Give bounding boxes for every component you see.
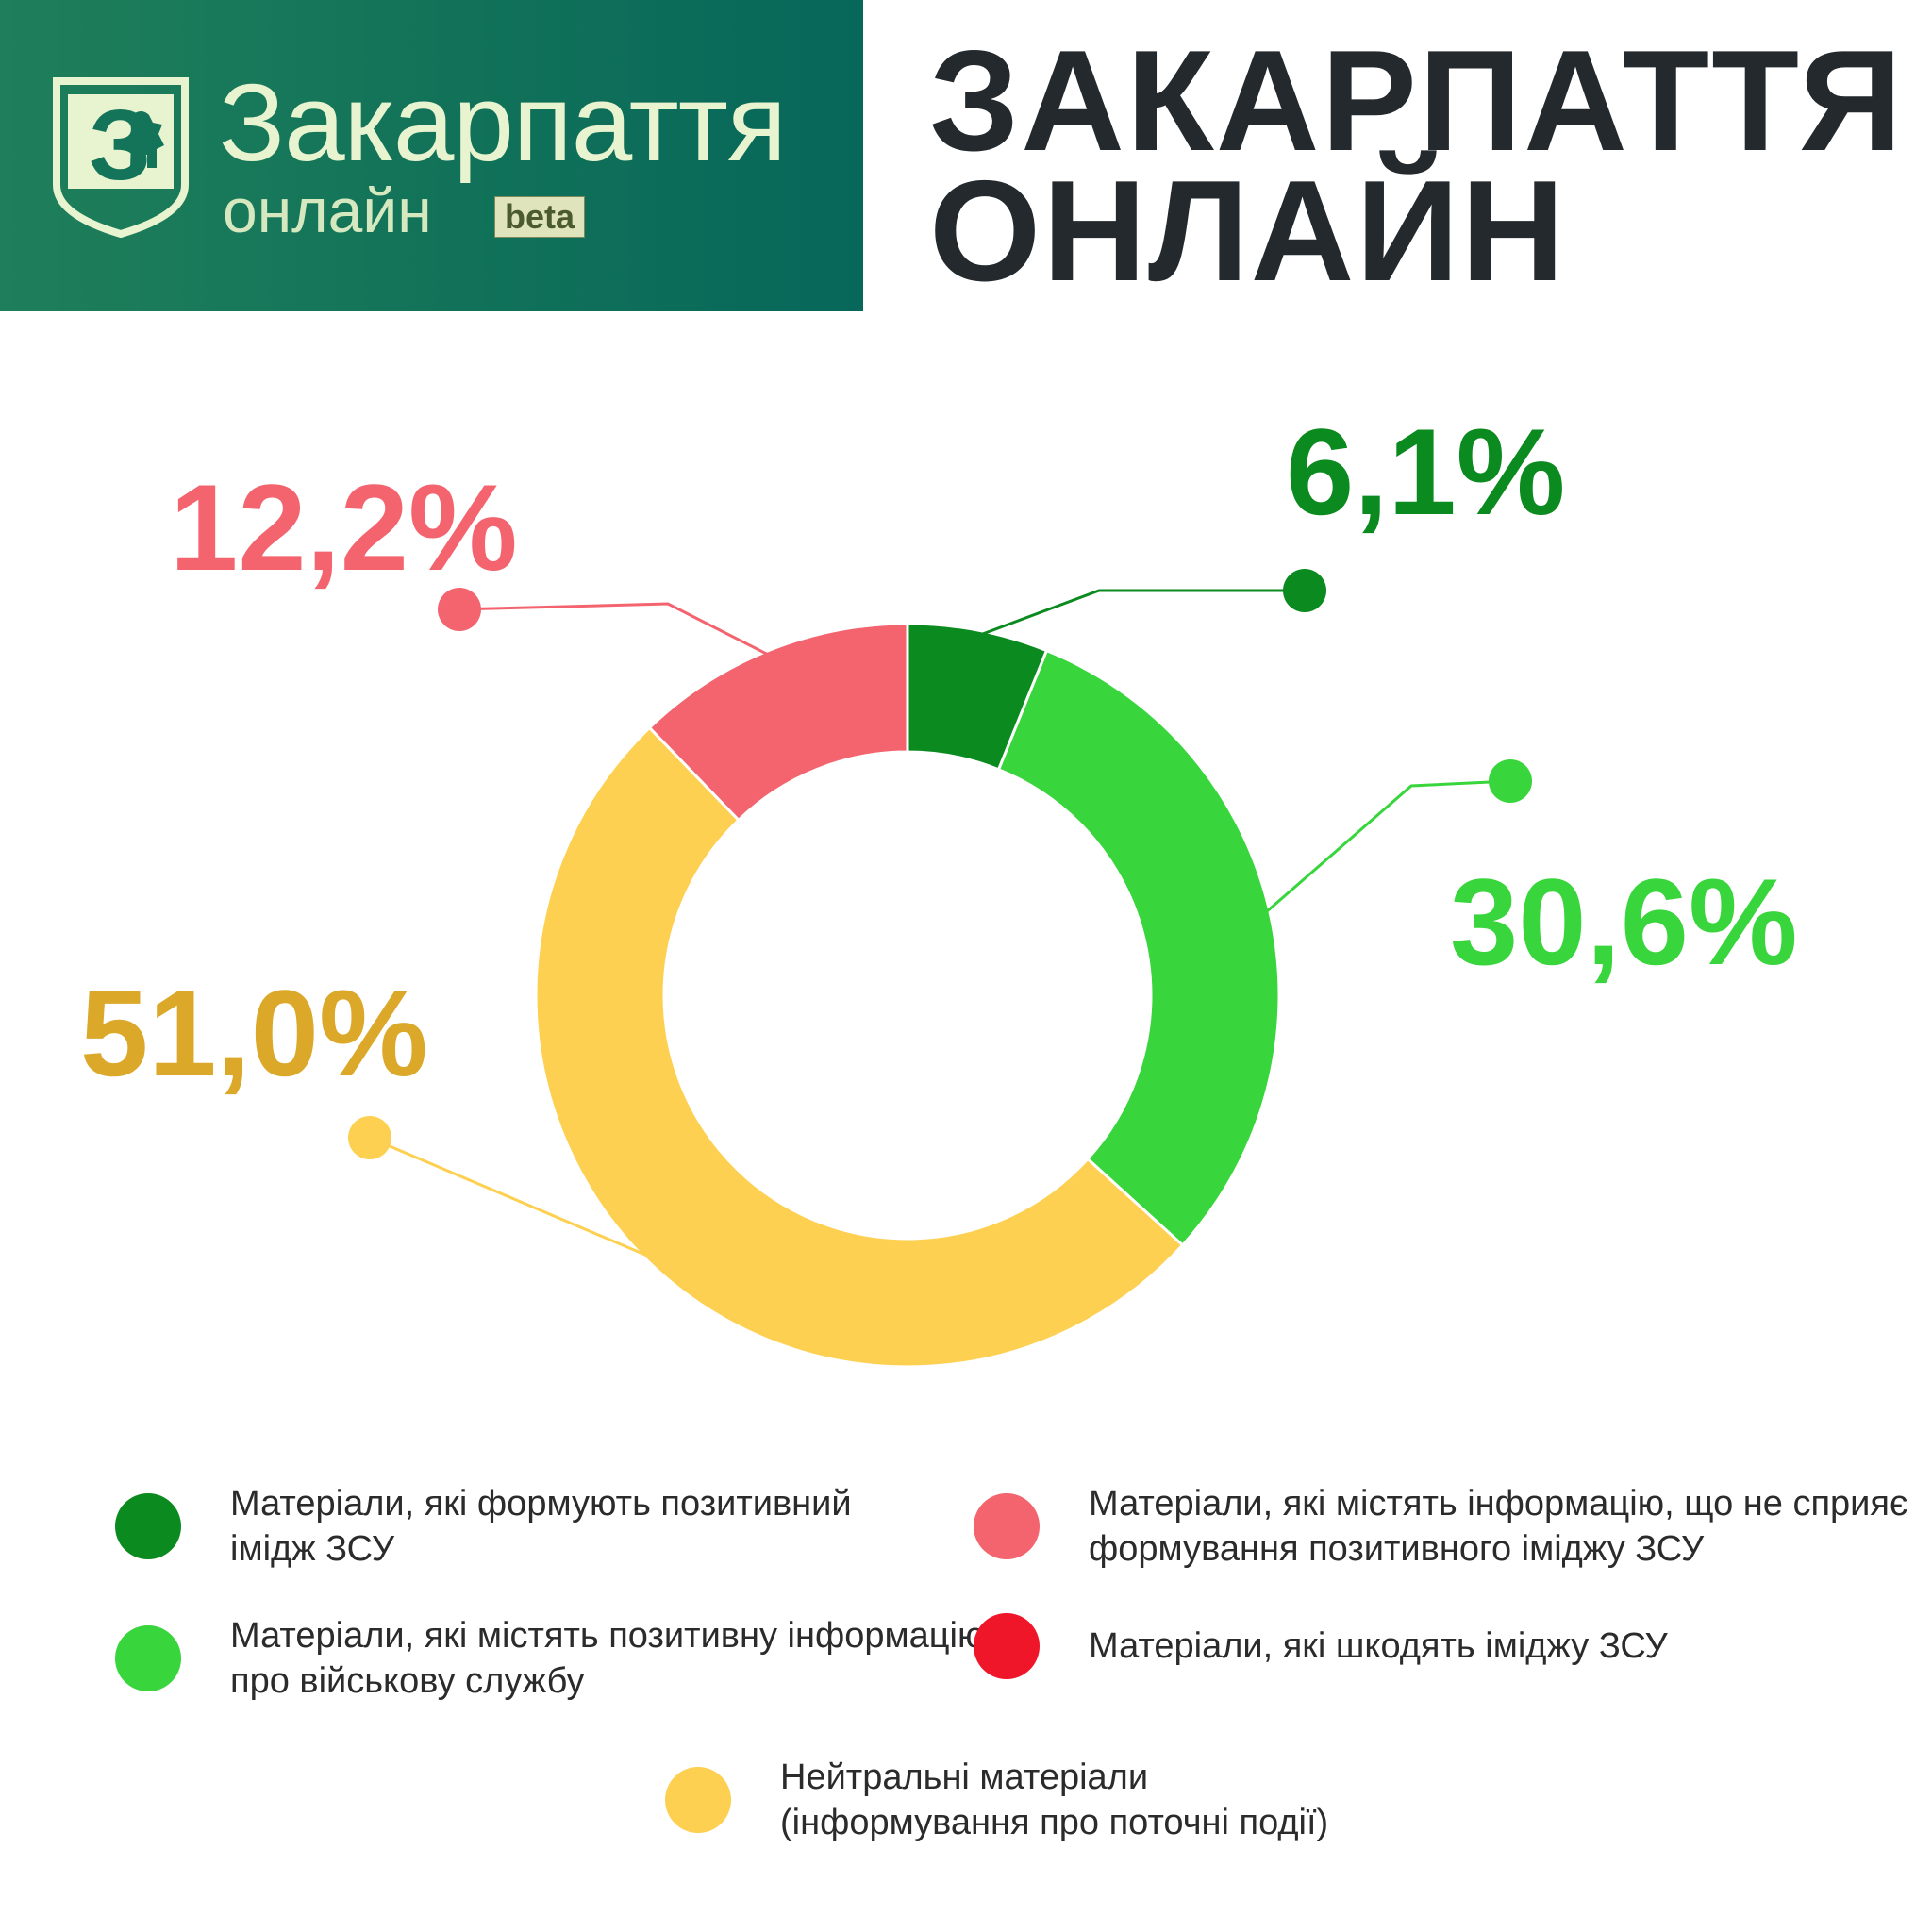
legend-label-line1: Матеріали, які містять інформацію, що не… bbox=[1089, 1484, 1908, 1524]
page-title: ЗАКАРПАТТЯ ОНЛАЙН bbox=[929, 21, 1905, 311]
legend-swatch bbox=[115, 1493, 181, 1559]
legend-label: Нейтральні матеріали (інформування про по… bbox=[780, 1755, 1328, 1845]
legend-label: Матеріали, які містять позитивну інформа… bbox=[230, 1613, 984, 1704]
leader-line bbox=[369, 1136, 654, 1259]
data-label: 12,2% bbox=[170, 458, 518, 596]
logo-subtitle: онлайн bbox=[223, 175, 432, 245]
leader-line bbox=[458, 602, 772, 658]
leader-line bbox=[976, 589, 1305, 638]
beta-badge: beta bbox=[494, 196, 586, 238]
legend-label-line1: Нейтральні матеріали bbox=[780, 1757, 1149, 1797]
legend-swatch bbox=[974, 1613, 1040, 1679]
legend-item: Нейтральні матеріали (інформування про по… bbox=[665, 1755, 1328, 1845]
legend-swatch bbox=[974, 1493, 1040, 1559]
leader-dot bbox=[348, 1116, 391, 1159]
donut-slice bbox=[996, 648, 1281, 1248]
legend-label-line1: Матеріали, які шкодять іміджу ЗСУ bbox=[1089, 1626, 1668, 1666]
legend-swatch bbox=[665, 1767, 731, 1833]
legend-item: Матеріали, які формують позитивний імідж … bbox=[115, 1481, 852, 1572]
legend-label-line2: імідж ЗСУ bbox=[230, 1529, 395, 1569]
legend-label-line2: про військову службу bbox=[230, 1661, 585, 1701]
legend-label: Матеріали, які формують позитивний імідж … bbox=[230, 1481, 852, 1572]
legend-label: Матеріали, які містять інформацію, що не… bbox=[1089, 1481, 1907, 1572]
page-title-line2: ОНЛАЙН bbox=[929, 151, 1567, 311]
legend-item: Матеріали, які містять інформацію, що не… bbox=[974, 1481, 1907, 1572]
leader-dot bbox=[1489, 759, 1532, 803]
logo-banner: З Закарпаття онлайн beta bbox=[0, 0, 863, 311]
logo-title: Закарпаття bbox=[219, 61, 787, 184]
legend-label-line2: формування позитивного іміджу ЗСУ bbox=[1089, 1529, 1705, 1569]
donut-slice bbox=[647, 622, 909, 823]
legend-label-line1: Матеріали, які формують позитивний bbox=[230, 1484, 852, 1524]
leader-dot bbox=[438, 588, 481, 631]
data-label: 30,6% bbox=[1450, 853, 1798, 991]
legend-swatch bbox=[115, 1625, 181, 1691]
page-title-line1: ЗАКАРПАТТЯ bbox=[929, 21, 1905, 181]
emblem-icon: З bbox=[53, 77, 189, 239]
leader-dot bbox=[1283, 569, 1326, 612]
legend-label-line2: (інформування про поточні події) bbox=[780, 1803, 1329, 1842]
legend-label: Матеріали, які шкодять іміджу ЗСУ bbox=[1089, 1624, 1668, 1669]
legend-label-line1: Матеріали, які містять позитивну інформа… bbox=[230, 1616, 985, 1656]
data-label: 6,1% bbox=[1286, 403, 1565, 541]
legend-item: Матеріали, які містять позитивну інформа… bbox=[115, 1613, 984, 1704]
leader-line bbox=[1263, 779, 1511, 915]
legend-item: Матеріали, які шкодять іміджу ЗСУ bbox=[974, 1613, 1668, 1679]
donut-slice bbox=[534, 725, 1185, 1369]
data-label: 51,0% bbox=[80, 964, 428, 1102]
